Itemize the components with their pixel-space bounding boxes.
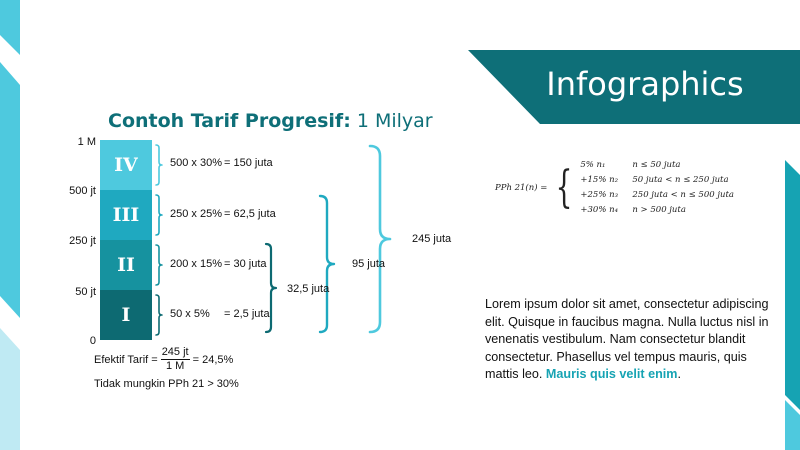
- formula-rate: +15% n₂: [580, 175, 618, 185]
- effective-rate: Efektif Tarif = 245 jt 1 M = 24,5%: [94, 346, 233, 373]
- result-iii: = 62,5 juta: [224, 208, 276, 220]
- formula-row: 5% n₁ n ≤ 50 juta: [580, 158, 734, 173]
- formula-row: +30% n₄ n > 500 juta: [580, 203, 734, 218]
- formula-rate: +25% n₃: [580, 190, 618, 200]
- decor-right-bottom-strip: [785, 400, 800, 450]
- note-text: Tidak mungkin PPh 21 > 30%: [94, 378, 239, 390]
- formula-row: +25% n₃ 250 juta < n ≤ 500 juta: [580, 188, 734, 203]
- calc-ii: 200 x 15%: [170, 258, 222, 270]
- bracket-bar-iii: III: [100, 190, 152, 240]
- lorem-paragraph: Lorem ipsum dolor sit amet, consectetur …: [485, 296, 775, 384]
- formula-lhs: PPh 21(n) =: [495, 183, 548, 193]
- sum-bracket-1-3: 95 juta: [352, 258, 386, 270]
- banner-title: Infographics: [546, 65, 744, 103]
- decor-right-strip: [785, 160, 800, 410]
- y-label: 500 jt: [69, 185, 96, 197]
- lorem-end: .: [677, 367, 681, 381]
- brace-mark: [155, 144, 163, 186]
- formula-cases: 5% n₁ n ≤ 50 juta +15% n₂ 50 juta < n ≤ 25…: [580, 158, 734, 218]
- brace-mark: [155, 194, 163, 236]
- result-ii: = 30 juta: [224, 258, 267, 270]
- calc-iv: 500 x 30%: [170, 157, 222, 169]
- effective-result: = 24,5%: [192, 353, 234, 366]
- brace-mark: [155, 244, 163, 286]
- result-i: = 2,5 juta: [224, 308, 270, 320]
- brace-mark: [155, 294, 163, 336]
- bracket-bar-iv: IV: [100, 140, 152, 190]
- formula-cond: 50 juta < n ≤ 250 juta: [632, 175, 729, 185]
- decor-left-top-strip: [0, 0, 20, 55]
- fraction-numerator: 245 jt: [160, 346, 190, 360]
- effective-label: Efektif Tarif =: [94, 353, 158, 366]
- formula-row: +15% n₂ 50 juta < n ≤ 250 juta: [580, 173, 734, 188]
- lorem-text: Lorem ipsum dolor sit amet, consectetur …: [485, 297, 769, 381]
- formula-cond: n ≤ 50 juta: [632, 160, 681, 170]
- y-label: 0: [89, 335, 96, 347]
- sum-bracket-1-2: 32,5 juta: [287, 283, 330, 295]
- fraction-denominator: 1 M: [165, 360, 185, 372]
- formula-cond: 250 juta < n ≤ 500 juta: [632, 190, 734, 200]
- calc-iii: 250 x 25%: [170, 208, 222, 220]
- brace-mark: [264, 242, 278, 334]
- chart-title: Contoh Tarif Progresif: 1 Milyar: [108, 108, 433, 134]
- formula-brace: {: [555, 162, 573, 213]
- chart-title-bold: Contoh Tarif Progresif:: [108, 110, 351, 132]
- result-iv: = 150 juta: [224, 157, 273, 169]
- sum-bracket-1-4: 245 juta: [412, 233, 452, 245]
- decor-left-bottom-strip: [0, 328, 20, 450]
- brace-mark: [318, 194, 336, 334]
- y-label: 250 jt: [69, 235, 96, 247]
- banner-background: [468, 50, 800, 124]
- y-label: 50 jt: [75, 286, 96, 298]
- formula-rate: 5% n₁: [580, 160, 606, 170]
- chart-title-rest: 1 Milyar: [350, 110, 433, 132]
- effective-fraction: 245 jt 1 M: [160, 346, 190, 373]
- bracket-bar-i: I: [100, 290, 152, 340]
- y-label: 1 M: [77, 136, 96, 148]
- decor-left-mid-strip: [0, 62, 20, 318]
- bracket-bar-ii: II: [100, 240, 152, 290]
- formula-cond: n > 500 juta: [632, 205, 686, 215]
- formula-rate: +30% n₄: [580, 205, 618, 215]
- pph21-formula: PPh 21(n) = { 5% n₁ n ≤ 50 juta +15% n₂ 50…: [495, 158, 734, 218]
- calc-i: 50 x 5%: [170, 308, 210, 320]
- brace-mark: [368, 144, 392, 334]
- lorem-highlight: Mauris quis velit enim: [545, 367, 678, 381]
